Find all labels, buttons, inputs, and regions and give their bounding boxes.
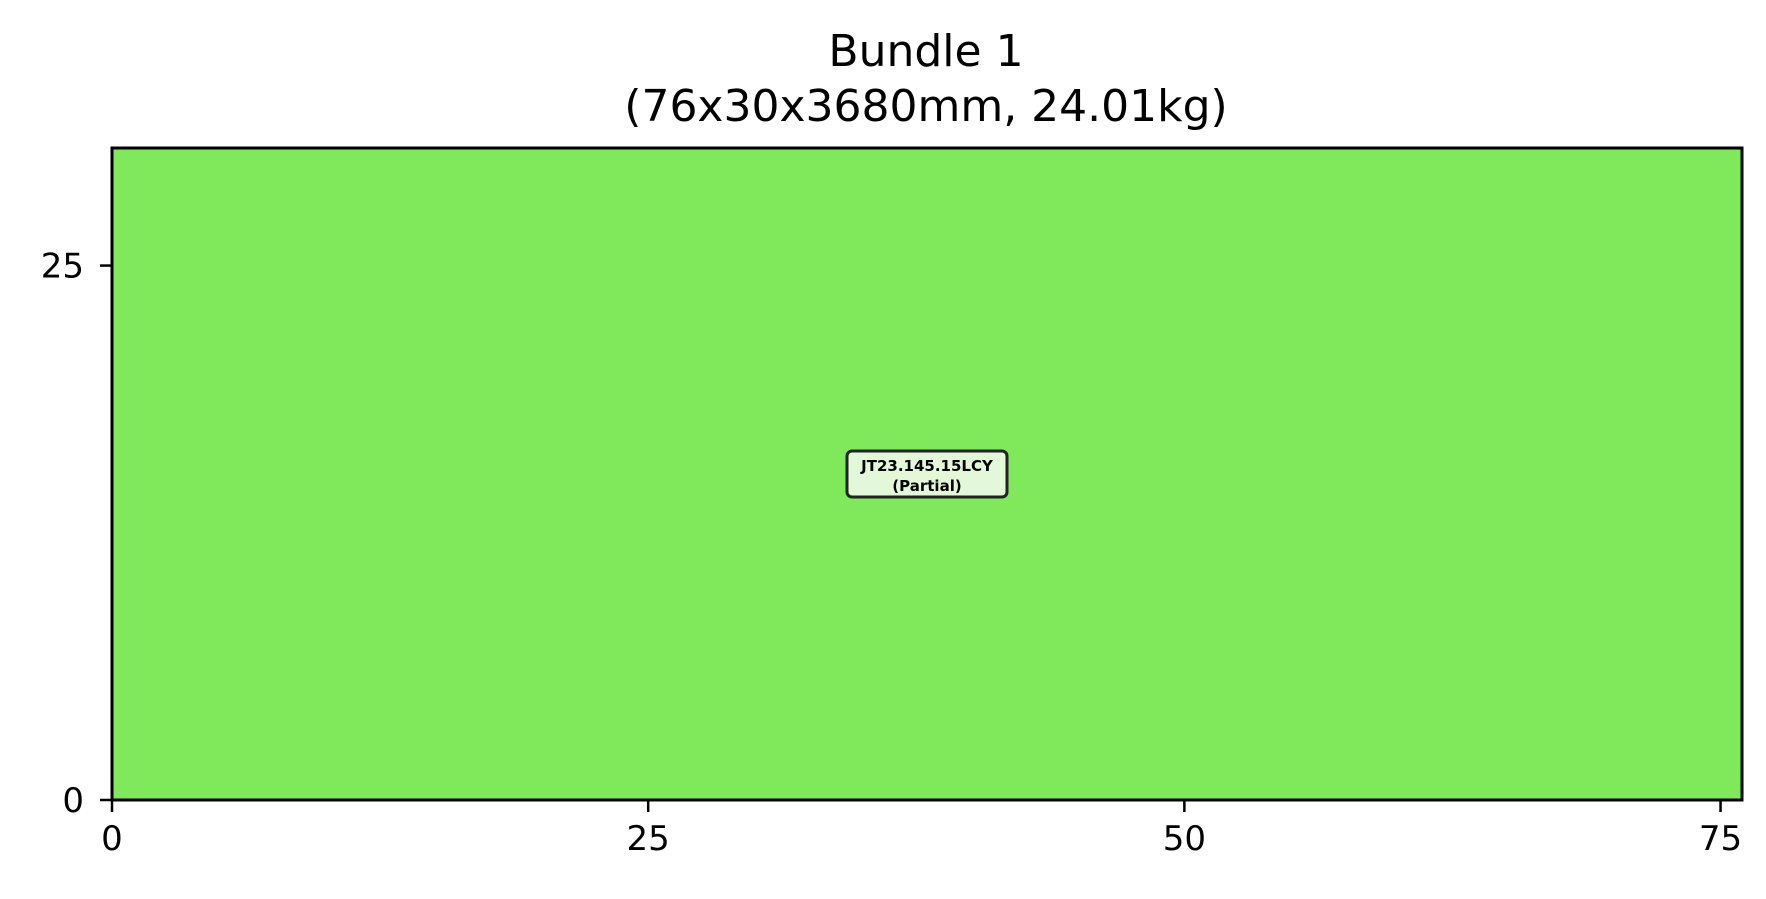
bundle-item-name: JT23.145.15LCY	[860, 457, 994, 475]
x-axis-ticks: 0 25 50 75	[101, 800, 1742, 859]
bundle-item-status: (Partial)	[892, 477, 961, 495]
chart-title: Bundle 1	[828, 26, 1023, 77]
y-axis-ticks: 0 25	[41, 247, 112, 821]
axes-frame	[110, 146, 1744, 802]
x-tick-label: 50	[1163, 819, 1206, 859]
x-tick-label: 25	[627, 819, 670, 859]
chart-subtitle: (76x30x3680mm, 24.01kg)	[624, 81, 1227, 132]
x-tick-label: 0	[101, 819, 123, 859]
x-tick-label: 75	[1699, 819, 1742, 859]
bundle-label-box	[845, 449, 1009, 499]
y-tick-label: 25	[41, 247, 84, 287]
plot-area: JT23.145.15LCY (Partial)	[112, 148, 1742, 800]
y-tick-label: 0	[62, 781, 84, 821]
